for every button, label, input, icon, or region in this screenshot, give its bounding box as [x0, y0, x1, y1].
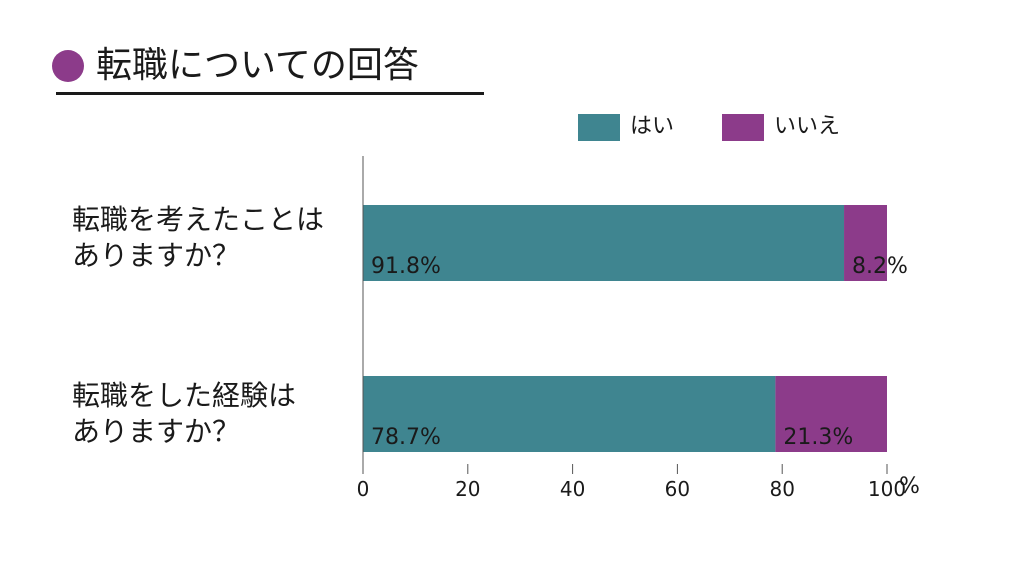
bar-segment-yes [363, 205, 845, 281]
legend-swatch-yes [578, 114, 620, 141]
title-block: 転職についての回答 [52, 36, 484, 96]
data-label: 78.7% [371, 425, 441, 450]
data-label: 8.2% [852, 254, 908, 279]
x-tick-label: 80 [769, 477, 794, 501]
x-tick-label: 100 [868, 477, 906, 501]
category-label: 転職を考えたことは ありますか？ [72, 203, 325, 272]
legend-label-no: いいえ [774, 114, 841, 139]
x-tick-label: 0 [357, 477, 370, 501]
bar-segment-no [775, 376, 887, 452]
category-label: 転職をした経験は ありますか？ [72, 379, 297, 448]
title-bullet-icon [52, 50, 84, 82]
x-tick-label: 20 [455, 477, 480, 501]
bar-segment-no [844, 205, 887, 281]
data-label: 21.3% [783, 425, 853, 450]
x-tick-label: 60 [665, 477, 690, 501]
data-label: 91.8% [371, 254, 441, 279]
legend-label-yes: はい [630, 114, 675, 139]
title-underline [56, 92, 484, 95]
bar-segment-yes [363, 376, 776, 452]
page-title: 転職についての回答 [96, 45, 419, 86]
x-axis-unit: % [899, 474, 920, 499]
legend-swatch-no [722, 114, 764, 141]
x-tick-label: 40 [560, 477, 585, 501]
